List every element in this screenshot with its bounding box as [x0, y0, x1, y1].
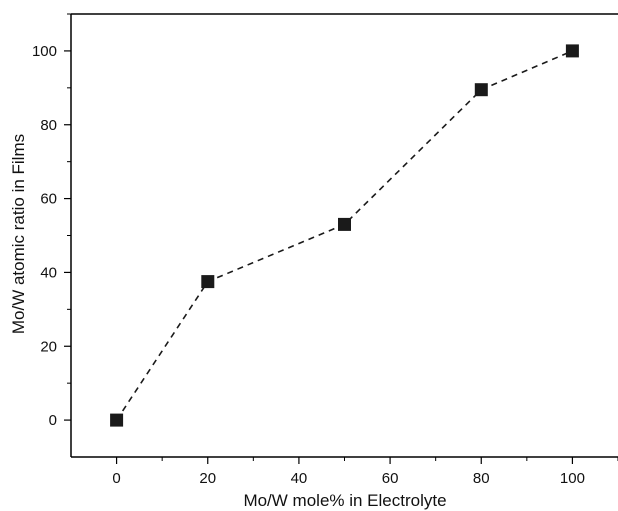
data-point [201, 275, 215, 289]
data-point [338, 217, 351, 231]
y-tick-label: 60 [40, 191, 57, 208]
data-point [565, 44, 579, 58]
y-tick-label: 100 [32, 43, 57, 60]
data-point [110, 413, 124, 427]
data-point [474, 83, 488, 97]
x-tick-label: 100 [560, 470, 585, 487]
ticks: 0 20 40 60 80 100 0 20 40 60 80 100 [32, 13, 618, 487]
x-axis-title: Mo/W mole% in Electrolyte [243, 491, 446, 510]
y-tick-label: 40 [40, 264, 57, 281]
y-tick-label: 20 [40, 338, 57, 355]
axes [70, 13, 618, 458]
y-tick-label: 80 [40, 117, 57, 134]
series-line [115, 50, 573, 421]
x-tick-label: 60 [382, 470, 399, 487]
x-tick-label: 0 [112, 470, 120, 487]
y-tick-label: 0 [49, 412, 57, 429]
y-axis-title: Mo/W atomic ratio in Films [9, 134, 28, 334]
series-layer [110, 44, 579, 427]
x-tick-label: 80 [473, 470, 490, 487]
x-tick-label: 20 [199, 470, 216, 487]
x-tick-label: 40 [291, 470, 308, 487]
